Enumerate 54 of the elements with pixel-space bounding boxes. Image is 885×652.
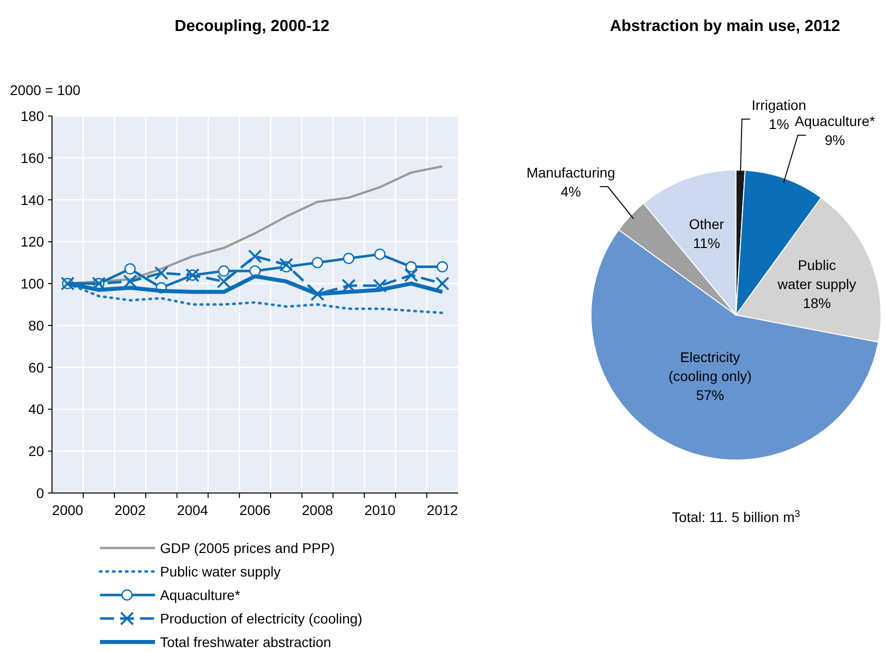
text: Total: 11. 5 billion m$^{3}$ xyxy=(672,508,801,525)
point xyxy=(343,252,354,264)
x-tick-label: 2012 xyxy=(426,502,458,518)
point xyxy=(404,268,418,282)
point xyxy=(372,278,387,293)
y-axis-title: 2000 = 100 xyxy=(10,82,81,98)
x-tick-label: 2008 xyxy=(302,502,334,518)
point xyxy=(279,258,294,272)
point xyxy=(435,276,450,291)
point xyxy=(123,274,138,288)
y-tick-label: 120 xyxy=(20,234,44,250)
point xyxy=(406,261,417,272)
data-label: 18% xyxy=(802,294,831,311)
x-tick-label: 2004 xyxy=(176,502,208,518)
data-label: 57% xyxy=(696,386,724,403)
point xyxy=(374,248,386,260)
chart-title: Abstraction by main use, 2012 xyxy=(610,18,840,35)
y-tick-label: 0 xyxy=(36,485,44,501)
point xyxy=(248,249,262,264)
data-label: 11% xyxy=(693,235,720,252)
slice-label: Irrigation xyxy=(752,97,806,114)
y-tick-label: 60 xyxy=(28,359,44,376)
y-tick-label: 80 xyxy=(28,317,44,334)
y-tick-label: 160 xyxy=(20,150,44,166)
x-tick-label: 2006 xyxy=(239,502,271,518)
point xyxy=(218,265,230,277)
y-tick-label: 20 xyxy=(28,443,44,460)
point xyxy=(216,274,231,288)
chart-title: Decoupling, 2000-12 xyxy=(174,18,330,35)
y-tick-label: 100 xyxy=(20,276,44,292)
data-label: 9% xyxy=(824,132,845,148)
data-label: 4% xyxy=(560,184,581,200)
slice-label: Electricity (cooling only) xyxy=(668,348,752,384)
y-tick-label: 40 xyxy=(28,401,44,418)
slice-label: Aquaculture* xyxy=(794,113,876,130)
legend-label: GDP (2005 prices and PPP) xyxy=(160,540,335,556)
x-tick-label: 2000 xyxy=(52,502,84,518)
slice-label: Manufacturing xyxy=(526,164,616,181)
point xyxy=(436,261,448,272)
point xyxy=(124,263,136,275)
y-tick-label: 140 xyxy=(20,192,44,208)
slice-label: Other xyxy=(689,216,724,232)
slice-label: Public water supply xyxy=(776,256,856,292)
point xyxy=(310,287,324,302)
x-tick-label: 2010 xyxy=(364,502,396,518)
legend-label: Production of electricity (cooling) xyxy=(160,610,362,626)
data-label: 1% xyxy=(768,116,790,132)
y-tick-label: 180 xyxy=(20,108,44,124)
legend-label: Public water supply xyxy=(160,564,281,580)
legend-label: Total freshwater abstraction xyxy=(160,634,332,650)
point xyxy=(312,256,324,268)
x-tick-label: 2002 xyxy=(114,502,146,518)
legend-label: Aquaculture* xyxy=(160,587,241,603)
point xyxy=(154,266,168,280)
